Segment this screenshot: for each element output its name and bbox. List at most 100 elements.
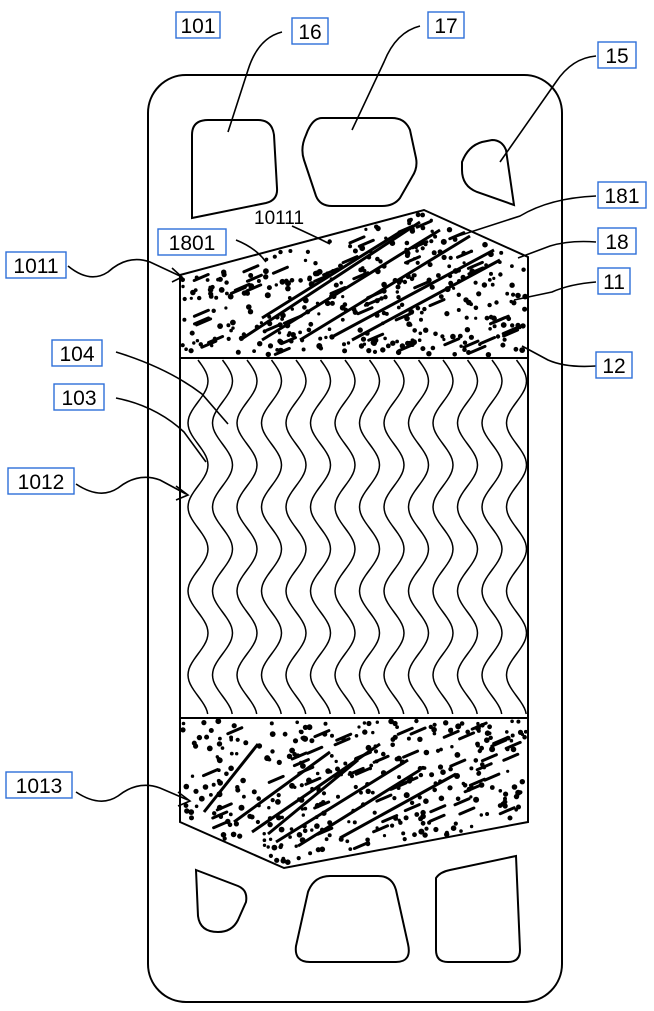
lower-dot [371, 731, 374, 734]
upper-dot [275, 283, 278, 286]
leader-15 [500, 56, 596, 162]
leader-12 [522, 346, 596, 366]
lower-dot [524, 730, 528, 734]
upper-dot [224, 306, 227, 309]
upper-dot [397, 306, 401, 310]
lower-dot [224, 772, 229, 777]
port-top-right [462, 140, 514, 205]
upper-dot [482, 282, 487, 287]
upper-dot [383, 337, 387, 341]
lower-dot [488, 732, 492, 736]
upper-dot [184, 347, 188, 351]
lower-dot [267, 822, 272, 827]
lower-dot [355, 734, 359, 738]
lower-dot [228, 766, 234, 772]
lower-dot [450, 745, 453, 748]
upper-dot [197, 296, 201, 300]
upper-dash [350, 237, 364, 243]
lower-dot [433, 723, 437, 727]
upper-dot [275, 348, 279, 352]
label-11: 11 [603, 271, 625, 294]
lower-dot [485, 812, 489, 816]
upper-dot [465, 316, 469, 320]
upper-dot [447, 264, 451, 268]
lower-dot [505, 730, 509, 734]
upper-dot [499, 251, 503, 255]
leader-11 [514, 282, 596, 300]
lower-dot [263, 844, 266, 847]
upper-dot [319, 346, 323, 350]
upper-dot [419, 332, 423, 336]
lower-dot [230, 752, 234, 756]
upper-dot [474, 306, 479, 311]
label-101: 101 [180, 15, 215, 38]
upper-dot [386, 344, 391, 349]
upper-dot [339, 281, 343, 285]
lower-dot [455, 752, 461, 758]
corrugation-wave-line [188, 360, 208, 714]
corrugation-wave-line [262, 360, 282, 714]
label-12: 12 [602, 355, 625, 378]
lower-dot [297, 832, 303, 838]
lower-dot [256, 820, 260, 824]
upper-dot [406, 321, 412, 327]
port-bottom-center [296, 876, 409, 962]
lower-dot [371, 791, 375, 795]
upper-dot [409, 218, 413, 222]
lower-dot [422, 832, 427, 837]
lower-dot [268, 758, 272, 762]
lower-dot [235, 788, 240, 793]
corrugation-wave-line [384, 360, 404, 714]
upper-dot [441, 239, 447, 245]
leader-17 [352, 26, 420, 130]
upper-dot [442, 338, 445, 341]
lower-dash [430, 815, 444, 821]
upper-dot [422, 307, 426, 311]
leader-1013 [76, 785, 188, 801]
lower-dot [363, 721, 366, 724]
lower-dot [516, 805, 521, 810]
upper-dot [212, 309, 216, 313]
port-top-center [302, 118, 416, 206]
leader-1012 [76, 477, 186, 494]
lower-dash [451, 760, 465, 766]
corrugation-wave-line [409, 360, 429, 714]
lower-dot [270, 731, 276, 737]
upper-dot [486, 352, 491, 357]
upper-dot [420, 346, 425, 351]
lower-dot [330, 754, 334, 758]
upper-dot [358, 327, 363, 332]
upper-dot [457, 293, 461, 297]
upper-dot [298, 331, 302, 335]
corrugation-wave-line [360, 360, 380, 714]
lower-dot [269, 838, 272, 841]
upper-dot [304, 259, 307, 262]
upper-dot [412, 273, 416, 277]
corrugation-wave-line [311, 360, 331, 714]
lower-dot [395, 725, 399, 729]
lower-dot [388, 719, 394, 725]
lower-dot [199, 796, 205, 802]
upper-dot [498, 272, 502, 276]
upper-dot [334, 283, 339, 288]
lower-dash [374, 756, 388, 762]
upper-dot [268, 343, 273, 348]
lower-dot [414, 812, 419, 817]
lower-dot [374, 749, 378, 753]
lower-dash [308, 747, 322, 753]
lower-dot [429, 772, 434, 777]
lower-dot [412, 832, 417, 837]
lower-dot [470, 825, 473, 828]
upper-dot [308, 322, 313, 327]
lower-dot [508, 816, 513, 821]
upper-dot [267, 285, 272, 290]
upper-dot [375, 257, 380, 262]
lower-dot [283, 732, 288, 737]
upper-dot [420, 311, 424, 315]
upper-dash [194, 310, 208, 316]
corrugation-wave-line [237, 360, 257, 714]
upper-dot [214, 296, 218, 300]
upper-dot [514, 347, 519, 352]
upper-dot [396, 285, 401, 290]
lower-dot [203, 784, 209, 790]
